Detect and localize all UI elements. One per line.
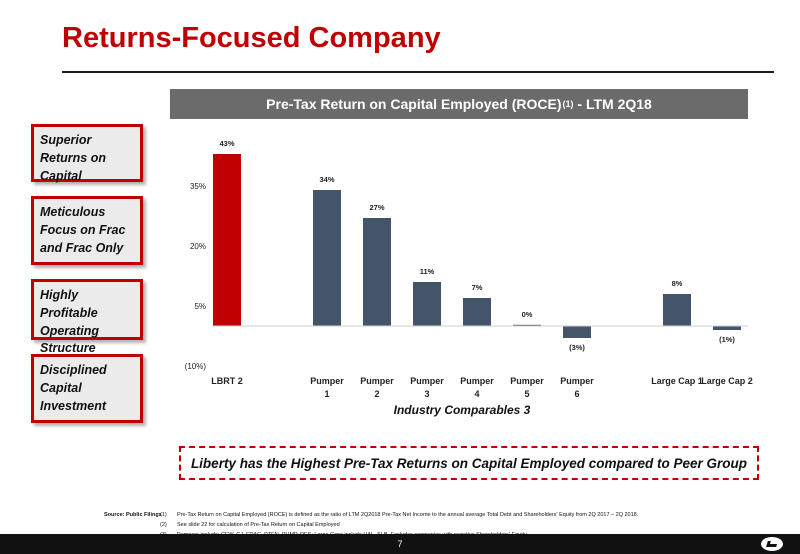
x-tick-label: Pumper xyxy=(310,376,344,386)
x-tick-label: 5 xyxy=(524,389,529,399)
page-number: 7 xyxy=(397,539,403,549)
company-logo-icon xyxy=(761,537,783,551)
x-tick-label: Large Cap 1 xyxy=(651,376,703,386)
y-tick-label: 5% xyxy=(194,302,206,311)
callout-box: Liberty has the Highest Pre-Tax Returns … xyxy=(179,446,759,480)
chart-header: Pre-Tax Return on Capital Employed (ROCE… xyxy=(170,89,748,119)
x-tick-label: Pumper xyxy=(560,376,594,386)
sidebar-box-highly-profitable: Highly Profitable Operating Structure xyxy=(31,279,143,355)
data-label: 43% xyxy=(219,139,234,148)
x-tick-label: 3 xyxy=(424,389,429,399)
page-title: Returns-Focused Company xyxy=(62,22,441,54)
x-tick-label: Pumper xyxy=(360,376,394,386)
data-label: 34% xyxy=(319,175,334,184)
y-tick-label: (10%) xyxy=(185,362,207,371)
data-label: 0% xyxy=(522,310,533,319)
x-tick-label: Pumper xyxy=(510,376,544,386)
title-divider xyxy=(62,71,774,73)
x-tick-label: 1 xyxy=(324,389,329,399)
chart-header-title: Pre-Tax Return on Capital Employed (ROCE… xyxy=(266,96,562,112)
y-tick-label: 35% xyxy=(190,182,206,191)
data-label: 7% xyxy=(472,283,483,292)
y-tick-label: 20% xyxy=(190,242,206,251)
x-tick-label: 6 xyxy=(574,389,579,399)
x-tick-label: Pumper xyxy=(460,376,494,386)
source-label: Source: Public Filings xyxy=(104,512,162,518)
x-tick-label: Large Cap 2 xyxy=(701,376,753,386)
data-label: (1%) xyxy=(719,335,735,344)
roce-bar-chart: 35% 20% 5% (10%) 43% 34% 27% 11% 7% 0% (3%) 8% (1%) L… xyxy=(185,139,753,417)
sidebar-box-meticulous-focus: Meticulous Focus on Frac and Frac Only xyxy=(31,196,143,265)
data-label: 27% xyxy=(369,203,384,212)
footer-bar: 7 xyxy=(0,534,800,554)
x-tick-label: 4 xyxy=(474,389,479,399)
data-label: 8% xyxy=(672,279,683,288)
chart-header-period: - LTM 2Q18 xyxy=(573,96,652,112)
footnote: (2) See slide 22 for calculation of Pre-T… xyxy=(160,520,638,530)
x-axis-title: Industry Comparables 3 xyxy=(394,403,531,417)
x-tick-label: LBRT 2 xyxy=(211,376,243,386)
sidebar-box-label: Disciplined Capital Investment xyxy=(40,363,107,413)
sidebar-box-superior-returns: Superior Returns on Capital xyxy=(31,124,143,183)
sidebar-box-disciplined-capital: Disciplined Capital Investment xyxy=(31,354,143,423)
bar xyxy=(463,298,491,326)
callout-text: Liberty has the Highest Pre-Tax Returns … xyxy=(190,455,748,471)
sidebar-box-label: Superior Returns on Capital xyxy=(40,133,106,183)
footnote-text: Pre-Tax Return on Capital Employed (ROCE… xyxy=(177,512,639,518)
bar xyxy=(213,154,241,326)
x-tick-label: Pumper xyxy=(410,376,444,386)
bar xyxy=(713,326,741,330)
chart-header-footnote-ref: (1) xyxy=(562,99,574,109)
bar xyxy=(363,218,391,326)
bar xyxy=(513,324,541,326)
x-tick-label: 2 xyxy=(374,389,379,399)
bar xyxy=(413,282,441,326)
bar xyxy=(563,326,591,338)
data-label: 11% xyxy=(420,267,435,276)
data-label: (3%) xyxy=(569,343,585,352)
footnote-number: (1) xyxy=(160,512,167,518)
bar xyxy=(663,294,691,326)
footnote: (1) Pre-Tax Return on Capital Employed (R… xyxy=(160,510,638,520)
sidebar-box-label: Highly Profitable Operating Structure xyxy=(40,288,100,356)
sidebar-box-label: Meticulous Focus on Frac and Frac Only xyxy=(40,205,126,255)
bar xyxy=(313,190,341,326)
footnote-number: (2) xyxy=(160,522,167,528)
footnote-text: See slide 22 for calculation of Pre-Tax … xyxy=(177,522,340,528)
